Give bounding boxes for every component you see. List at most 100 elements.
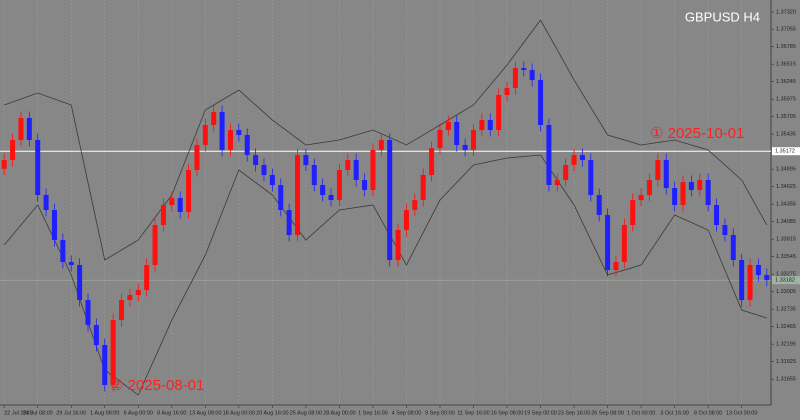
price-label: 1.33182 (775, 278, 795, 284)
x-tick-label: 26 Sep 08:00 (591, 410, 624, 416)
x-tick-label: 3 Oct 16:00 (660, 410, 688, 416)
candle-body (194, 144, 200, 170)
candle-body (378, 139, 384, 150)
candle-body (211, 111, 217, 126)
price-label: 1.35172 (775, 149, 795, 155)
candle-body (202, 125, 208, 145)
x-tick-label: 13 Aug 08:00 (189, 410, 221, 416)
candle-body (596, 195, 602, 215)
candle-body (303, 155, 309, 166)
price-label-box (772, 276, 800, 285)
candle-body (51, 209, 57, 240)
candle-body (68, 262, 74, 266)
y-tick-label: 1.37055 (776, 27, 796, 33)
y-tick-label: 1.37320 (776, 9, 796, 15)
y-tick-label: 1.35975 (776, 97, 796, 103)
x-tick-label: 13 Oct 00:00 (726, 410, 758, 416)
candle-body (437, 130, 443, 149)
x-tick-label: 25 Aug 08:00 (290, 410, 322, 416)
y-tick-label: 1.31655 (776, 377, 796, 383)
y-tick-label: 1.36245 (776, 79, 796, 85)
candle-body (663, 160, 669, 189)
x-tick-label: 6 Aug 00:00 (124, 410, 153, 416)
candle-body (613, 262, 619, 270)
x-tick-label: 24 Jul 08:00 (23, 410, 53, 416)
candle-body (127, 295, 133, 301)
candle-body (177, 197, 183, 212)
x-tick-label: 11 Sep 16:00 (457, 410, 489, 416)
candle-body (370, 149, 376, 191)
candle-body (110, 320, 116, 386)
candle-body (630, 200, 636, 226)
y-tick-label: 1.36515 (776, 62, 796, 68)
candle-body (160, 204, 166, 226)
candle-body (538, 79, 544, 126)
candle-body (420, 174, 426, 201)
candle-body (395, 230, 401, 261)
candle-body (119, 300, 125, 321)
candle-body (336, 169, 342, 201)
candle-body (655, 160, 661, 180)
candle-body (722, 225, 728, 236)
candle-body (219, 111, 225, 150)
candle-body (311, 165, 317, 186)
candle-body (563, 165, 569, 180)
x-tick-label: 20 Aug 16:00 (256, 410, 288, 416)
x-tick-label: 29 Jul 16:00 (56, 410, 86, 416)
candle-body (227, 130, 233, 150)
y-tick-label: 1.34625 (776, 184, 796, 190)
x-tick-label: 8 Aug 16:00 (157, 410, 186, 416)
candle-body (353, 160, 359, 180)
candle-body (253, 155, 259, 166)
candle-body (93, 325, 99, 345)
candle-body (705, 179, 711, 205)
candle-body (529, 69, 535, 80)
candle-body (512, 67, 518, 89)
candle-body (269, 174, 275, 186)
x-tick-label: 1 Sep 16:00 (358, 410, 388, 416)
candle-body (646, 179, 652, 196)
candle-body (278, 185, 284, 210)
candle-body (186, 169, 192, 212)
y-tick-label: 1.34085 (776, 219, 796, 225)
candle-body (18, 118, 24, 140)
candle-body (26, 118, 32, 140)
candle-body (730, 235, 736, 261)
annotation: ① 2025-10-01 (650, 125, 744, 142)
candle-body (244, 135, 250, 156)
candle-body (521, 67, 527, 70)
y-tick-label: 1.33005 (776, 289, 796, 295)
candle-body (294, 155, 301, 236)
x-tick-label: 18 Aug 00:00 (223, 410, 255, 416)
y-tick-label: 1.35435 (776, 132, 796, 138)
candle-body (747, 265, 753, 301)
candle-body (588, 160, 594, 196)
candle-body (764, 274, 770, 280)
y-tick-label: 1.34895 (776, 167, 796, 173)
candle-body (504, 88, 510, 96)
x-tick-label: 28 Aug 00:00 (323, 410, 355, 416)
candle-body (403, 209, 409, 231)
candle-body (35, 139, 41, 196)
candle-body (152, 225, 158, 266)
y-tick-label: 1.33815 (776, 237, 796, 243)
candle-body (328, 195, 334, 201)
candle-body (755, 265, 761, 275)
candle-body (496, 95, 502, 131)
y-tick-label: 1.33275 (776, 272, 796, 278)
y-tick-label: 1.35705 (776, 114, 796, 120)
candle-body (169, 197, 175, 205)
y-tick-label: 1.33545 (776, 254, 796, 260)
candle-body (697, 179, 703, 191)
x-tick-label: 1 Aug 08:00 (90, 410, 119, 416)
candle-body (345, 160, 351, 170)
candle-body (487, 120, 493, 131)
candle-body (571, 155, 577, 166)
candle-body (43, 195, 49, 210)
candle-body (470, 130, 477, 150)
x-tick-label: 8 Oct 08:00 (694, 410, 722, 416)
candle-body (286, 209, 292, 236)
